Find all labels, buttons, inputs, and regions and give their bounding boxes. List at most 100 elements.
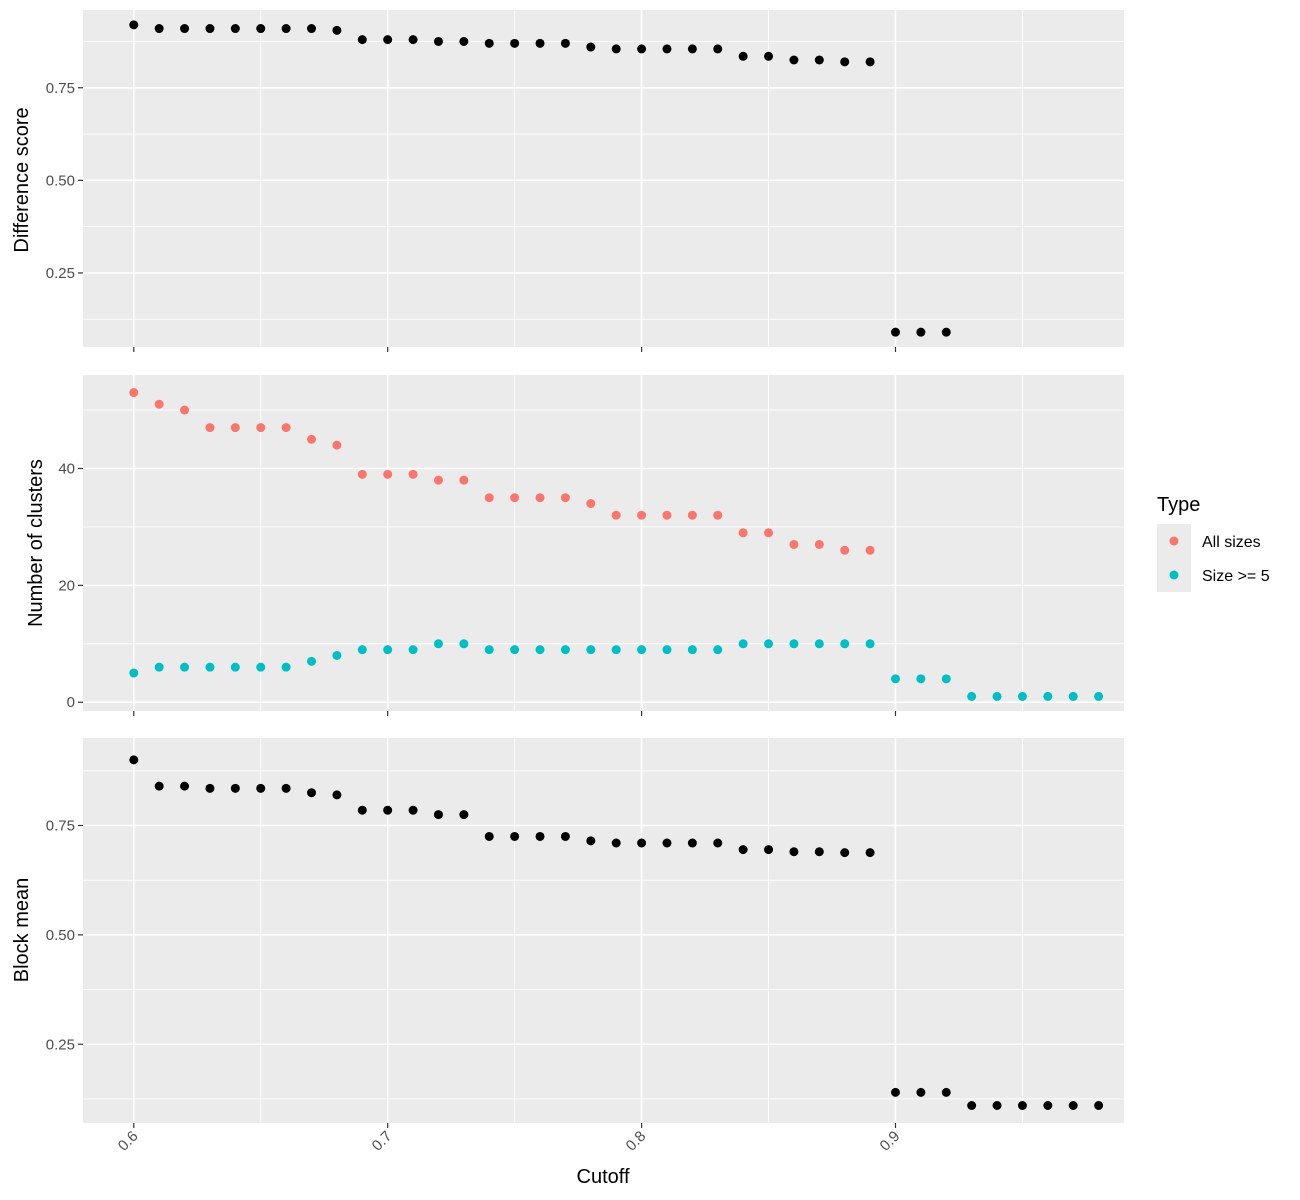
data-point	[1043, 1101, 1053, 1110]
data-point	[256, 24, 266, 34]
data-point	[687, 838, 697, 848]
data-point	[129, 755, 139, 765]
data-point	[967, 691, 977, 701]
data-point	[967, 1101, 977, 1110]
data-point	[357, 805, 367, 815]
data-point	[408, 645, 418, 655]
data-point	[713, 645, 723, 655]
data-point	[637, 510, 647, 520]
data-point	[865, 545, 875, 555]
data-point	[256, 662, 266, 672]
panel-background	[83, 738, 1124, 1123]
data-point	[383, 645, 393, 655]
data-point	[180, 405, 190, 415]
data-point	[611, 510, 621, 520]
data-point	[230, 423, 240, 433]
y-tick-label: 0	[67, 694, 75, 711]
data-point	[332, 440, 342, 450]
y-axis-title-block-mean: Block mean	[11, 878, 33, 983]
y-tick-label: 0.75	[46, 80, 75, 97]
legend-label-all-sizes: All sizes	[1202, 534, 1261, 551]
data-point	[687, 510, 697, 520]
data-point	[180, 24, 190, 34]
legend-label-size-ge-5: Size >= 5	[1202, 568, 1270, 585]
data-point	[992, 1101, 1002, 1110]
data-point	[764, 639, 774, 649]
data-point	[459, 810, 469, 820]
data-point	[814, 539, 824, 549]
data-point	[205, 662, 215, 672]
data-point	[332, 790, 342, 800]
data-point	[332, 650, 342, 660]
data-point	[230, 24, 240, 34]
data-point	[484, 831, 494, 841]
data-point	[840, 639, 850, 649]
data-point	[332, 25, 342, 35]
data-point	[713, 44, 723, 54]
y-tick-label: 0.50	[46, 927, 75, 944]
data-point	[814, 847, 824, 857]
data-point	[510, 645, 520, 655]
data-point	[789, 847, 799, 857]
data-point	[865, 848, 875, 858]
data-point	[764, 51, 774, 61]
data-point	[433, 36, 443, 46]
data-point	[357, 35, 367, 45]
data-point	[205, 423, 215, 433]
legend-title: Type	[1157, 494, 1200, 516]
legend-key-all-sizes	[1169, 536, 1179, 546]
data-point	[662, 645, 672, 655]
data-point	[890, 674, 900, 684]
data-point	[713, 838, 723, 848]
data-point	[510, 493, 520, 503]
data-point	[764, 528, 774, 538]
data-point	[357, 469, 367, 479]
y-tick-label: 0.25	[46, 1036, 75, 1053]
data-point	[205, 24, 215, 34]
data-point	[941, 1087, 951, 1097]
data-point	[535, 38, 545, 48]
x-tick-label: 0.6	[115, 1128, 142, 1155]
data-point	[307, 656, 317, 666]
panel-number-of-clusters: 0 20 40	[58, 375, 1124, 716]
data-point	[408, 805, 418, 815]
data-point	[865, 639, 875, 649]
data-point	[687, 645, 697, 655]
data-point	[180, 781, 190, 791]
data-point	[560, 493, 570, 503]
data-point	[256, 783, 266, 793]
data-point	[535, 493, 545, 503]
data-point	[637, 645, 647, 655]
data-point	[840, 545, 850, 555]
data-point	[941, 674, 951, 684]
data-point	[484, 645, 494, 655]
data-point	[383, 35, 393, 45]
data-point	[611, 645, 621, 655]
data-point	[586, 42, 596, 52]
data-point	[307, 24, 317, 34]
data-point	[484, 38, 494, 48]
data-point	[129, 668, 139, 678]
data-point	[459, 36, 469, 46]
panel-block-mean: 0.25 0.50 0.75	[46, 738, 1124, 1128]
data-point	[865, 57, 875, 67]
data-point	[738, 639, 748, 649]
data-point	[180, 662, 190, 672]
data-point	[738, 845, 748, 855]
panel-background	[83, 10, 1124, 347]
panel-background	[83, 375, 1124, 711]
data-point	[535, 645, 545, 655]
data-point	[510, 831, 520, 841]
data-point	[738, 528, 748, 538]
data-point	[916, 674, 926, 684]
data-point	[1068, 691, 1078, 701]
data-point	[1094, 691, 1104, 701]
data-point	[890, 1087, 900, 1097]
data-point	[154, 399, 164, 409]
x-tick-label: 0.7	[369, 1128, 396, 1155]
data-point	[281, 662, 291, 672]
data-point	[256, 423, 266, 433]
data-point	[687, 44, 697, 54]
legend: Type All sizes Size >= 5	[1157, 494, 1270, 592]
data-point	[1017, 1101, 1027, 1110]
